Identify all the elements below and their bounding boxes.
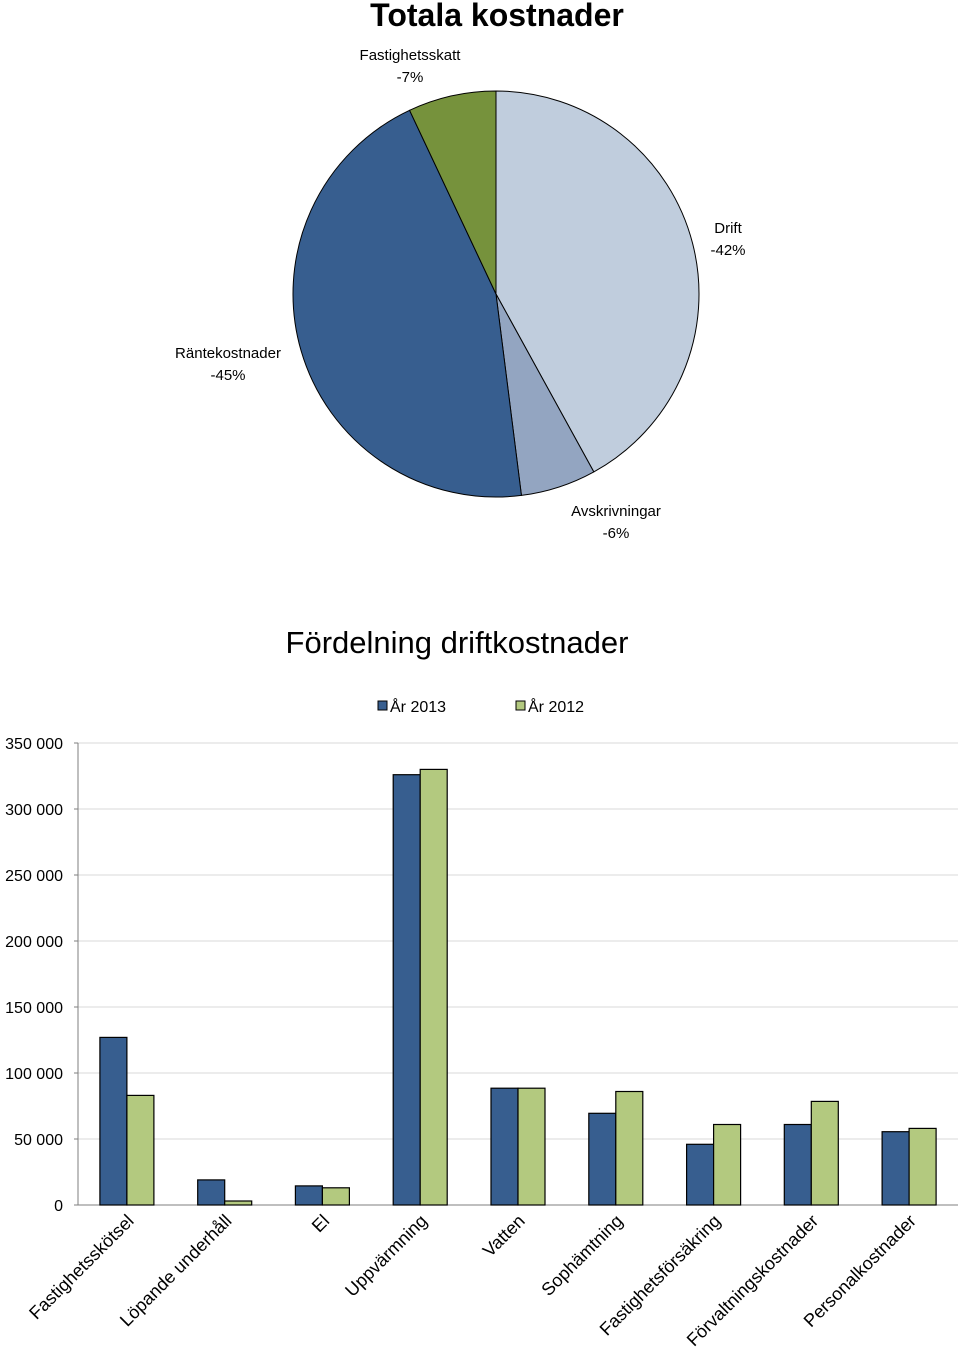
bar-ar-2013-el bbox=[294, 1185, 323, 1206]
pie-percent-rantekostnader: -45% bbox=[210, 367, 245, 384]
pie-slice-fastighetsskatt bbox=[409, 90, 497, 295]
bar-y-axis-ticks: 0 50 000 100 000 150 000 200 000 250 000 300 0… bbox=[5, 736, 63, 1215]
y-tick-label: 100 000 bbox=[5, 1066, 63, 1083]
x-tick-label-sophamtning: Sophämtning bbox=[537, 1211, 626, 1300]
legend-swatch-ar-2013 bbox=[377, 700, 388, 711]
y-tick-label: 50 000 bbox=[14, 1132, 63, 1149]
bar-series bbox=[99, 768, 937, 1206]
x-tick-label-fastighetsskotsel: Fastighetsskötsel bbox=[25, 1211, 137, 1323]
pie-chart bbox=[292, 90, 700, 498]
bar-ar-2013-vatten bbox=[490, 1087, 519, 1206]
x-tick-label-el: El bbox=[308, 1211, 333, 1236]
x-tick-label-vatten: Vatten bbox=[479, 1211, 529, 1261]
bar-ar-2012-el bbox=[321, 1187, 350, 1206]
bar-ar-2012-lopande-underhall bbox=[224, 1200, 253, 1206]
bar-ar-2012-fastighetsskotsel bbox=[126, 1094, 155, 1206]
y-tick-label: 0 bbox=[54, 1198, 63, 1215]
bar-ar-2013-fastighetsskotsel bbox=[99, 1036, 128, 1206]
pie-chart-title: Totala kostnader bbox=[370, 0, 624, 33]
bar-ar-2012-forvaltningskostnader bbox=[810, 1100, 839, 1206]
bar-ar-2012-uppvarmning bbox=[419, 768, 448, 1206]
legend-label-ar-2012: År 2012 bbox=[528, 697, 584, 716]
legend-label-ar-2013: År 2013 bbox=[390, 697, 446, 716]
y-tick-label: 150 000 bbox=[5, 1000, 63, 1017]
bar-ar-2013-forvaltningskostnader bbox=[783, 1123, 812, 1206]
pie-label-avskrivningar: Avskrivningar bbox=[571, 503, 661, 520]
pie-labels: Drift -42% Avskrivningar -6% Räntekostnader -… bbox=[175, 47, 745, 542]
bar-ar-2012-sophamtning bbox=[615, 1090, 644, 1206]
bar-ar-2013-personalkostnader bbox=[881, 1131, 910, 1206]
x-tick-label-uppvarmning: Uppvärmning bbox=[341, 1211, 431, 1301]
bar-ar-2012-vatten bbox=[517, 1087, 546, 1206]
pie-label-rantekostnader: Räntekostnader bbox=[175, 345, 281, 362]
bar-legend: År 2013 År 2012 bbox=[377, 697, 584, 716]
bar-ar-2013-sophamtning bbox=[588, 1112, 617, 1206]
pie-percent-avskrivningar: -6% bbox=[603, 525, 630, 542]
bar-ar-2012-fastighetsforsakring bbox=[712, 1123, 742, 1206]
pie-slice-rantekostnader bbox=[292, 109, 522, 498]
pie-percent-drift: -42% bbox=[710, 242, 745, 259]
bar-chart-title: Fördelning driftkostnader bbox=[286, 625, 629, 660]
pie-label-fastighetsskatt: Fastighetsskatt bbox=[360, 47, 462, 64]
y-tick-label: 300 000 bbox=[5, 802, 63, 819]
bar-ar-2012-personalkostnader bbox=[908, 1127, 937, 1206]
y-tick-label: 350 000 bbox=[5, 736, 63, 753]
bar-ar-2013-lopande-underhall bbox=[197, 1179, 226, 1206]
y-tick-label: 250 000 bbox=[5, 868, 63, 885]
y-tick-label: 200 000 bbox=[5, 934, 63, 951]
bar-ar-2013-fastighetsforsakring bbox=[685, 1143, 715, 1206]
legend-swatch-ar-2012 bbox=[515, 700, 526, 711]
bar-ar-2013-uppvarmning bbox=[392, 774, 421, 1206]
pie-label-drift: Drift bbox=[714, 220, 742, 237]
pie-percent-fastighetsskatt: -7% bbox=[397, 69, 424, 86]
pie-slice-drift bbox=[495, 90, 700, 473]
